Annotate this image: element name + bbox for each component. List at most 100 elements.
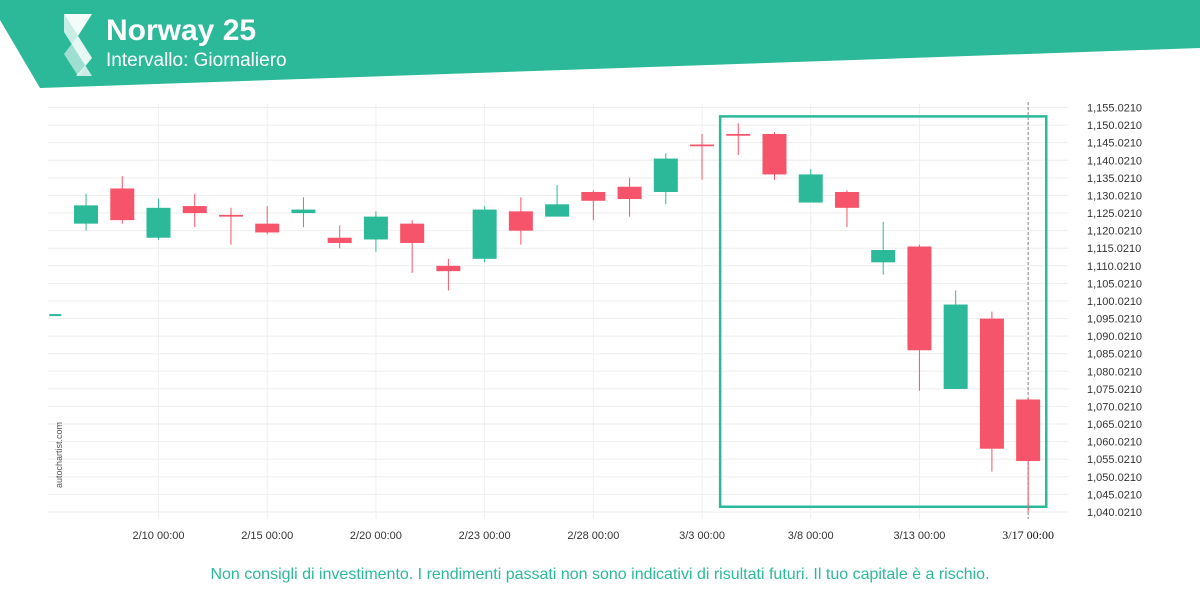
- candle-body: [798, 174, 823, 203]
- y-tick-label: 1,090.0210: [1087, 331, 1142, 343]
- candle-body: [581, 191, 606, 201]
- x-tick-label: 2/28 00:00: [567, 530, 619, 542]
- watermark: autochartist.com: [54, 421, 64, 488]
- candle-body: [1016, 399, 1041, 462]
- y-tick-label: 1,045.0210: [1087, 489, 1142, 501]
- x-tick-label: 3/17 00:00: [1002, 528, 1054, 542]
- candle: [291, 197, 316, 228]
- y-tick-label: 1,140.0210: [1087, 155, 1142, 167]
- y-tick-label: 1,070.0210: [1087, 401, 1142, 413]
- x-tick-label: 3/13 00:00: [893, 530, 945, 542]
- candle: [653, 153, 678, 205]
- candle: [436, 258, 461, 291]
- y-tick-label: 1,125.0210: [1087, 208, 1142, 220]
- candle: [617, 177, 642, 217]
- y-axis: 1,040.0210 1,045.0210 1,050.0210 1,055.0210…: [1087, 103, 1142, 519]
- candle-body: [255, 223, 280, 233]
- x-tick-label: 3/8 00:00: [788, 530, 834, 542]
- candle-body: [182, 206, 207, 214]
- candle-body: [74, 205, 99, 224]
- candle: [400, 220, 425, 273]
- candle-body: [653, 158, 678, 192]
- y-tick-label: 1,110.0210: [1087, 261, 1141, 273]
- y-tick-label: 1,095.0210: [1087, 314, 1142, 326]
- candle: [943, 290, 968, 389]
- header-band: [0, 0, 1200, 88]
- y-tick-label: 1,080.0210: [1087, 366, 1142, 378]
- y-tick-label: 1,040.0210: [1087, 507, 1142, 519]
- candle: [327, 225, 352, 249]
- disclaimer-text: Non consigli di investimento. I rendimen…: [210, 566, 990, 583]
- x-tick-label: 2/15 00:00: [241, 530, 293, 542]
- header-background: [0, 0, 1200, 88]
- interval-label: Intervallo: Giornaliero: [106, 50, 287, 71]
- y-tick-label: 1,075.0210: [1087, 384, 1142, 396]
- candle-body: [472, 209, 497, 259]
- candle: [798, 169, 823, 203]
- x-tick-label: 2/20 00:00: [350, 530, 402, 542]
- candle: [146, 199, 171, 240]
- y-tick-label: 1,150.0210: [1087, 120, 1142, 132]
- candle: [1016, 397, 1041, 513]
- y-tick-label: 1,115.0210: [1087, 243, 1141, 255]
- candles-layer: [49, 123, 1041, 513]
- y-tick-label: 1,050.0210: [1087, 472, 1142, 484]
- y-tick-label: 1,065.0210: [1087, 419, 1142, 431]
- candle-body: [291, 209, 316, 214]
- y-tick-label: 1,060.0210: [1087, 437, 1142, 449]
- candle-body: [545, 204, 570, 217]
- pattern-highlight-box: [718, 115, 1048, 509]
- chart-grid: [48, 104, 1068, 519]
- candle: [110, 176, 135, 224]
- candle-body: [979, 318, 1004, 449]
- candle-body: [436, 265, 461, 272]
- candle: [690, 133, 715, 180]
- candle: [581, 190, 606, 221]
- y-tick-label: 1,135.0210: [1087, 173, 1142, 185]
- y-tick-label: 1,145.0210: [1087, 138, 1142, 150]
- x-tick-label: 2/23 00:00: [459, 530, 511, 542]
- candle-body: [690, 144, 715, 147]
- candle-body: [943, 304, 968, 389]
- candle: [726, 123, 751, 156]
- y-tick-label: 1,085.0210: [1087, 349, 1142, 361]
- candle-body: [871, 250, 896, 263]
- candle: [508, 197, 533, 245]
- candle: [74, 193, 99, 231]
- candle: [182, 193, 207, 228]
- candle-body: [762, 133, 787, 175]
- y-tick-label: 1,155.0210: [1087, 103, 1142, 115]
- candle: [472, 206, 497, 263]
- candle: [871, 221, 896, 275]
- x-axis: 2/10 00:00 2/15 00:00 2/20 00:00 2/23 00:00…: [133, 528, 1054, 542]
- candle-body: [617, 186, 642, 200]
- candle: [545, 184, 570, 217]
- candle: [255, 206, 280, 235]
- candle-body: [146, 207, 171, 238]
- candle: [363, 211, 388, 252]
- candle: [979, 311, 1004, 472]
- candle: [762, 132, 787, 180]
- candle-body: [327, 237, 352, 243]
- y-tick-label: 1,130.0210: [1087, 190, 1142, 202]
- candle: [218, 207, 243, 245]
- candle-body: [218, 214, 243, 217]
- x-tick-label: 2/10 00:00: [133, 530, 185, 542]
- candle: [907, 244, 932, 391]
- autochartist-logo-icon: [64, 14, 92, 76]
- y-tick-label: 1,120.0210: [1087, 226, 1142, 238]
- candle-body: [726, 133, 751, 136]
- y-tick-label: 1,055.0210: [1087, 454, 1142, 466]
- candle-body: [907, 246, 932, 351]
- y-tick-label: 1,105.0210: [1087, 278, 1142, 290]
- candle-body: [834, 191, 859, 208]
- candle-body: [508, 211, 533, 231]
- x-tick-label: 3/3 00:00: [679, 530, 725, 542]
- candle-body: [110, 188, 135, 221]
- instrument-title: Norway 25: [106, 14, 257, 47]
- candle-body: [363, 216, 388, 240]
- candle-body: [400, 223, 425, 243]
- y-tick-label: 1,100.0210: [1087, 296, 1142, 308]
- candle: [834, 190, 859, 228]
